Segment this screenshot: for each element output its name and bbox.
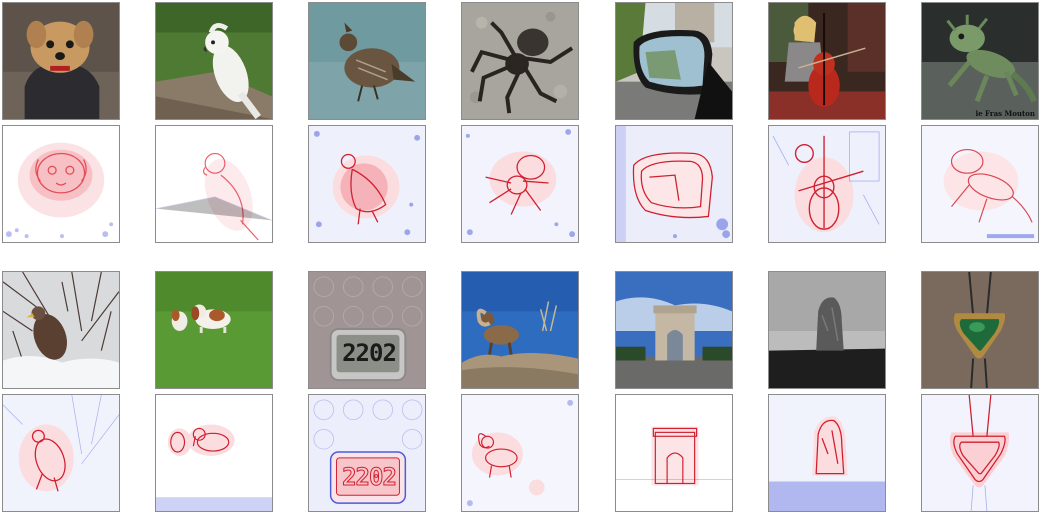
- heatmap-yorkshire-terrier: [2, 125, 120, 243]
- heatmap-grouse: [308, 125, 426, 243]
- digital-alarm-clock-saliency: [309, 395, 425, 511]
- lizard-image: [922, 3, 1038, 119]
- cello-player-image: [769, 3, 885, 119]
- heatmap-spaniels-on-grass: [155, 394, 273, 512]
- clock-digit-display: 2202: [342, 339, 397, 367]
- bighorn-sheep-saliency: [462, 395, 578, 511]
- spaniels-on-grass-image: [156, 272, 272, 388]
- photo-lizard: le Fras Mouton: [921, 2, 1039, 120]
- heatmap-digital-alarm-clock: 2202: [308, 394, 426, 512]
- cello-player-saliency: [769, 126, 885, 242]
- photo-digital-alarm-clock: 2202: [308, 271, 426, 389]
- eagle-in-snow-image: [3, 272, 119, 388]
- photo-bighorn-sheep: [461, 271, 579, 389]
- yorkshire-terrier-saliency: [3, 126, 119, 242]
- photo-cockatoo: [155, 2, 273, 120]
- cockatoo-saliency: [156, 126, 272, 242]
- heatmap-triumphal-arch: [615, 394, 733, 512]
- cockatoo-image: [156, 3, 272, 119]
- heatmap-cello-player: [768, 125, 886, 243]
- eagle-in-snow-saliency: [3, 395, 119, 511]
- triumphal-arch-image: [616, 272, 732, 388]
- photo-yorkshire-terrier: [2, 2, 120, 120]
- clock-digit-display-saliency: 2202: [342, 463, 398, 492]
- photo-bolo-tie-pendant: [921, 271, 1039, 389]
- photo-car-side-mirror: [615, 2, 733, 120]
- photo-standing-stone: [768, 271, 886, 389]
- bighorn-sheep-image: [462, 272, 578, 388]
- heatmap-bolo-tie-pendant: [921, 394, 1039, 512]
- photo-tarantula: [461, 2, 579, 120]
- lizard-saliency: [922, 126, 1038, 242]
- photo-triumphal-arch: [615, 271, 733, 389]
- heatmap-car-side-mirror: [615, 125, 733, 243]
- spaniels-on-grass-saliency: [156, 395, 272, 511]
- car-side-mirror-saliency: [616, 126, 732, 242]
- heatmap-lizard: [921, 125, 1039, 243]
- grouse-image: [309, 3, 425, 119]
- standing-stone-image: [769, 272, 885, 388]
- heatmap-eagle-in-snow: [2, 394, 120, 512]
- photo-credit-caption: le Fras Mouton: [975, 109, 1036, 118]
- triumphal-arch-saliency: [616, 395, 732, 511]
- grouse-saliency: [309, 126, 425, 242]
- heatmap-bighorn-sheep: [461, 394, 579, 512]
- heatmap-cockatoo: [155, 125, 273, 243]
- tarantula-image: [462, 3, 578, 119]
- heatmap-standing-stone: [768, 394, 886, 512]
- yorkshire-terrier-image: [3, 3, 119, 119]
- photo-cello-player: [768, 2, 886, 120]
- photo-grouse: [308, 2, 426, 120]
- bolo-tie-pendant-image: [922, 272, 1038, 388]
- photo-eagle-in-snow: [2, 271, 120, 389]
- photo-spaniels-on-grass: [155, 271, 273, 389]
- bolo-tie-pendant-saliency: [922, 395, 1038, 511]
- heatmap-tarantula: [461, 125, 579, 243]
- car-side-mirror-image: [616, 3, 732, 119]
- tarantula-saliency: [462, 126, 578, 242]
- digital-alarm-clock-image: [309, 272, 425, 388]
- standing-stone-saliency: [769, 395, 885, 511]
